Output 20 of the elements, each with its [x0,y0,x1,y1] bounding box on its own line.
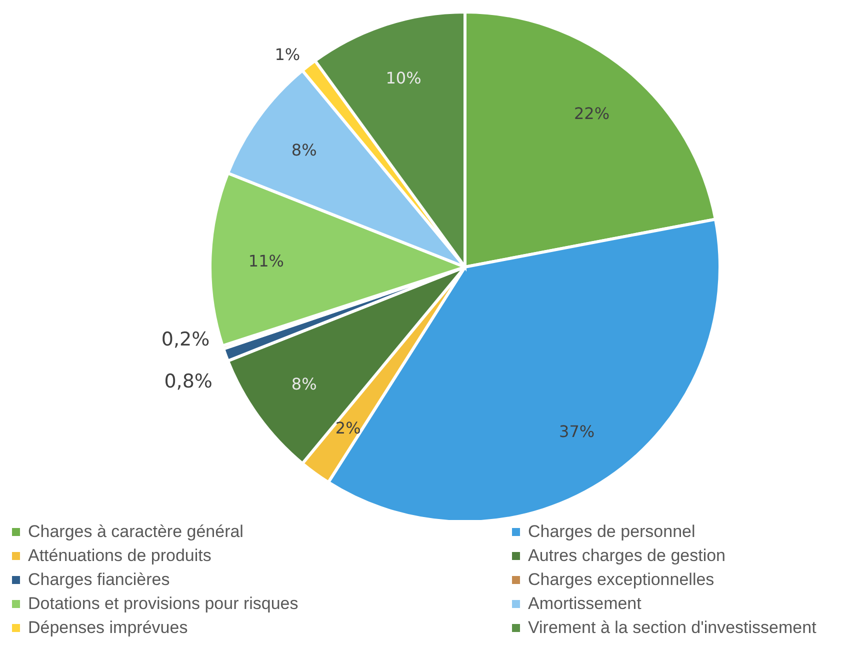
data-label: 10% [386,68,422,88]
data-label: 37% [559,422,595,442]
data-label: 8% [291,374,317,394]
legend-label: Charges exceptionnelles [528,570,714,590]
legend-label: Autres charges de gestion [528,546,726,566]
data-label: 11% [248,251,284,270]
legend-label: Dotations et provisions pour risques [28,594,298,614]
data-label: 22% [574,104,610,124]
legend-label: Atténuations de produits [28,546,212,566]
legend-label: Dépenses imprévues [28,618,188,638]
legend-label: Charges fiancières [28,570,170,590]
data-label: 2% [335,418,361,438]
data-label: 1% [274,44,300,64]
legend-label: Charges de personnel [528,522,696,542]
data-label: 0,8% [164,370,212,393]
data-label: 8% [291,140,317,160]
legend-label: Charges à caractère général [28,522,244,542]
data-label: 0,2% [161,328,210,351]
legend-label: Virement à la section d'investissement [528,618,816,638]
legend-label: Amortissement [528,594,642,614]
